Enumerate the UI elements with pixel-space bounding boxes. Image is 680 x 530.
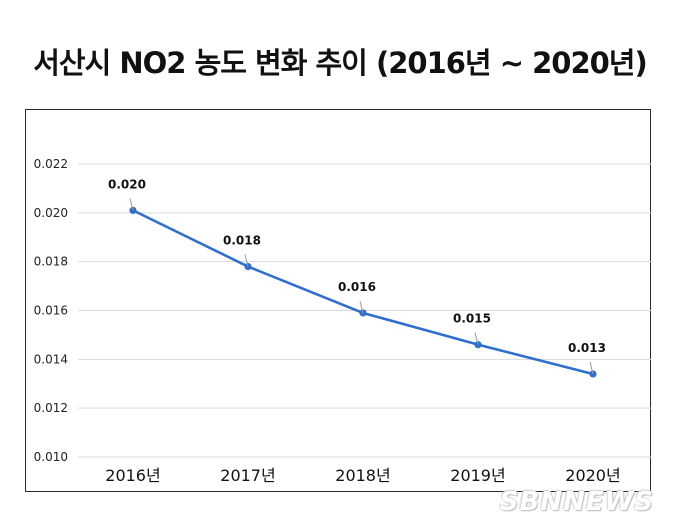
- x-tick-label: 2019년: [450, 466, 505, 485]
- data-label: 0.013: [568, 341, 606, 355]
- y-tick-label: 0.020: [34, 206, 68, 220]
- gridlines: [78, 163, 651, 458]
- y-tick-label: 0.014: [34, 352, 68, 366]
- data-label: 0.018: [223, 234, 261, 248]
- x-tick-label: 2018년: [335, 466, 390, 485]
- x-tick-label: 2016년: [105, 466, 160, 485]
- watermark-logo: SBNNEWS: [499, 487, 654, 517]
- chart-title: 서산시 NO2 농도 변화 추이 (2016년 ~ 2020년): [33, 46, 648, 80]
- x-tick-label: 2017년: [220, 466, 275, 485]
- data-label-leader: [359, 300, 364, 314]
- data-label: 0.016: [338, 280, 376, 294]
- y-tick-label: 0.016: [34, 304, 68, 318]
- data-labels: 0.020 0.018 0.016 0.015 0.013: [108, 177, 606, 375]
- x-tick-label: 2020년: [565, 466, 620, 485]
- x-axis-ticks: 2016년 2017년 2018년 2019년 2020년: [105, 466, 620, 485]
- data-label-leader: [129, 198, 134, 211]
- data-label-leader: [244, 254, 249, 267]
- y-tick-label: 0.012: [34, 401, 68, 415]
- data-label: 0.020: [108, 177, 146, 191]
- y-tick-label: 0.022: [34, 157, 68, 171]
- y-tick-label: 0.018: [34, 255, 68, 269]
- y-axis-ticks: 0.010 0.012 0.014 0.016 0.018 0.020 0.022: [34, 157, 68, 464]
- chart-frame: [25, 109, 651, 492]
- y-tick-label: 0.010: [34, 450, 68, 464]
- data-label: 0.015: [453, 312, 491, 326]
- data-label-leader: [589, 361, 594, 375]
- data-label-leader: [474, 332, 479, 345]
